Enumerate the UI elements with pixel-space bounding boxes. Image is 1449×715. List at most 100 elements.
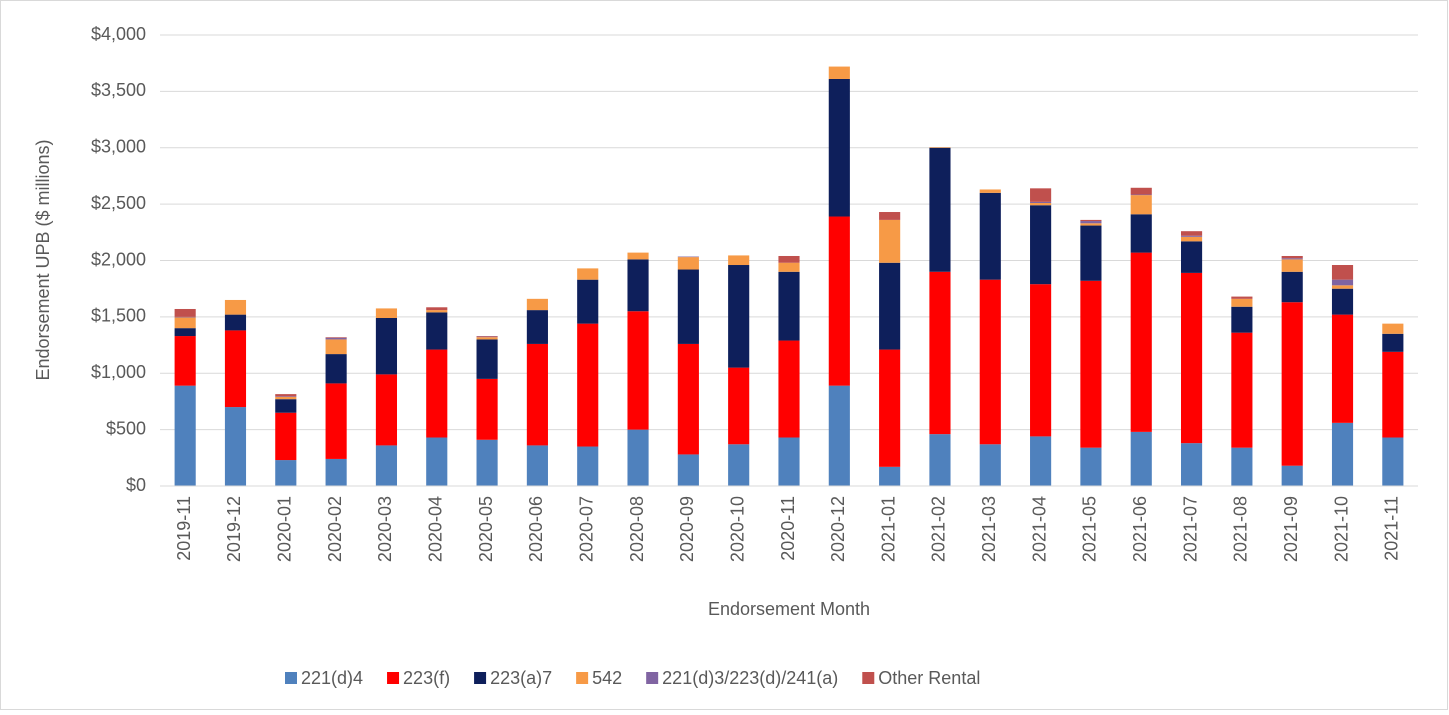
bar-segment: [677, 454, 699, 486]
y-tick-label: $3,500: [91, 80, 146, 100]
bar-segment: [677, 343, 699, 455]
x-tick-label: 2020-02: [325, 496, 345, 562]
x-tick-label: 2021-04: [1029, 496, 1049, 562]
bar-segment: [1180, 235, 1203, 237]
bar-segment: [979, 189, 1001, 193]
y-axis-label: Endorsement UPB ($ millions): [33, 139, 53, 380]
bar-segment: [1080, 223, 1102, 226]
x-tick-label: 2021-06: [1130, 496, 1150, 562]
bar-segment: [728, 265, 750, 368]
bar-segment: [426, 307, 448, 311]
x-tick-label: 2019-11: [174, 496, 194, 561]
bar-segment: [426, 437, 448, 486]
bar-segment: [375, 308, 398, 319]
bar-segment: [325, 339, 347, 355]
bar-segment: [577, 446, 599, 486]
legend-label: 223(f): [403, 668, 450, 688]
bar-segment: [1331, 285, 1354, 289]
bar-segment: [1281, 271, 1303, 303]
bar-segment: [375, 374, 398, 446]
bar-segment: [1331, 422, 1354, 486]
bar-segment: [979, 192, 1001, 280]
bar-segment: [879, 466, 901, 486]
bar-segment: [1030, 188, 1052, 202]
bar-segment: [325, 383, 347, 459]
bar-segment: [325, 337, 347, 338]
y-tick-label: $3,000: [91, 137, 146, 157]
x-tick-label: 2021-02: [929, 496, 949, 562]
bar-segment: [174, 385, 196, 486]
bar-segment: [1080, 225, 1102, 281]
y-tick-label: $500: [106, 418, 146, 438]
bar-segment: [979, 444, 1001, 486]
bar-segment: [1130, 214, 1152, 253]
bar-segment: [929, 147, 951, 272]
legend-label: 542: [592, 668, 622, 688]
bar-segment: [174, 308, 196, 317]
bar-segment: [426, 312, 448, 350]
bar-segment: [1331, 288, 1354, 315]
legend-swatch: [387, 672, 400, 684]
bar-segment: [577, 268, 599, 280]
bar-segment: [476, 439, 498, 486]
x-axis-label: Endorsement Month: [708, 599, 870, 619]
bar-segment: [1180, 236, 1203, 242]
legend-swatch: [576, 672, 589, 684]
bar-segment: [879, 212, 901, 220]
bar-segment: [174, 317, 196, 329]
bar-segment: [1180, 231, 1203, 236]
bar-segment: [1180, 272, 1203, 444]
bar-segment: [1030, 436, 1052, 486]
bar-segment: [828, 385, 850, 486]
bar-segment: [476, 339, 498, 379]
legend-swatch: [474, 672, 487, 684]
bar-segment: [1231, 447, 1253, 486]
bar-segment: [476, 378, 498, 440]
bar-segment: [828, 78, 850, 217]
legend-label: 223(a)7: [490, 668, 552, 688]
bar-segment: [325, 354, 347, 384]
bar-segment: [1382, 323, 1404, 334]
bar-segment: [1080, 447, 1102, 486]
bar-segment: [1281, 259, 1303, 272]
bar-segment: [929, 271, 951, 435]
bar-segment: [778, 271, 800, 341]
bar-segment: [627, 429, 649, 486]
x-tick-label: 2020-07: [576, 496, 596, 562]
bar-segment: [174, 316, 196, 318]
bar-segment: [778, 340, 800, 438]
bar-segment: [426, 310, 448, 313]
bar-segment: [1180, 241, 1203, 273]
bar-segment: [1382, 351, 1404, 438]
x-tick-label: 2020-11: [778, 496, 798, 561]
bar-segment: [1180, 443, 1203, 486]
bar-segment: [526, 298, 548, 311]
bar-segment: [778, 262, 800, 272]
bar-segment: [1331, 314, 1354, 423]
bar-segment: [1130, 252, 1152, 432]
bar-segment: [1130, 194, 1152, 196]
bar-segment: [677, 269, 699, 344]
bar-segment: [1030, 201, 1052, 203]
bar-segment: [577, 279, 599, 324]
bar-segment: [577, 323, 599, 447]
legend-label: 221(d)4: [301, 668, 363, 688]
bar-segment: [1331, 279, 1354, 286]
bar-segment: [1130, 431, 1152, 486]
y-tick-label: $1,500: [91, 306, 146, 326]
bar-segment: [526, 310, 548, 344]
bar-segment: [677, 257, 699, 270]
bar-segment: [375, 318, 398, 375]
bar-segment: [1080, 219, 1102, 222]
x-tick-label: 2021-11: [1382, 496, 1402, 561]
bar-segment: [1281, 258, 1303, 260]
x-tick-label: 2020-05: [476, 496, 496, 562]
bar-segment: [1281, 302, 1303, 466]
y-tick-label: $1,000: [91, 362, 146, 382]
x-tick-label: 2021-07: [1180, 496, 1200, 562]
y-tick-label: $2,500: [91, 193, 146, 213]
x-tick-label: 2021-08: [1231, 496, 1251, 562]
bar-segment: [1281, 255, 1303, 259]
bar-segment: [1331, 265, 1354, 280]
